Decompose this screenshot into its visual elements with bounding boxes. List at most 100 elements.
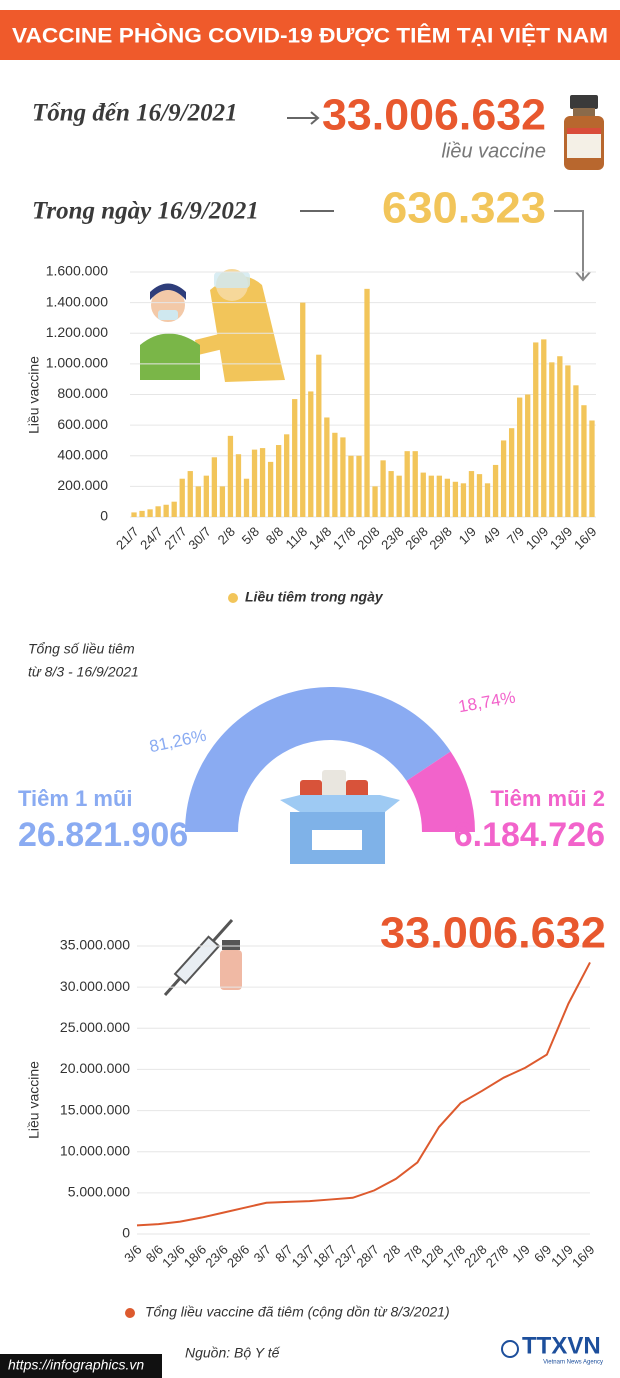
x-tick-label: 28/7: [353, 1242, 382, 1271]
bar: [525, 394, 531, 517]
bar: [517, 397, 523, 517]
y-tick-label: 25.000.000: [60, 1019, 130, 1035]
x-tick-label: 4/9: [480, 524, 503, 547]
x-tick-label: 24/7: [137, 524, 166, 553]
line-series: [136, 961, 591, 1227]
bar: [372, 486, 378, 517]
y-axis-label: Liều vaccine: [26, 356, 42, 434]
x-tick-label: 14/8: [306, 524, 335, 553]
bar: [557, 356, 563, 517]
brand-sub: Vietnam News Agency: [543, 1360, 603, 1366]
bar: [484, 483, 491, 517]
bar: [348, 455, 354, 517]
bar: [300, 302, 306, 517]
total-value: 33.006.632: [322, 91, 546, 140]
legend-marker: [125, 1308, 135, 1318]
bar: [308, 391, 314, 517]
y-tick-label: 30.000.000: [60, 978, 130, 994]
bar: [573, 385, 579, 517]
category-label: Tiêm mũi 2: [490, 786, 605, 811]
bar: [589, 420, 595, 517]
x-tick-label: 3/6: [121, 1242, 144, 1265]
vial-icon: [564, 95, 604, 170]
y-tick-label: 0: [100, 508, 108, 524]
bar: [243, 478, 250, 517]
bar: [420, 472, 426, 517]
y-axis-label: Liều vaccine: [26, 1061, 42, 1139]
bar: [227, 435, 234, 517]
bar: [332, 432, 338, 517]
bar: [324, 417, 330, 517]
category-label: Tiêm 1 mũi: [18, 786, 133, 811]
bar: [267, 461, 274, 517]
x-tick-label: 8/8: [263, 524, 286, 547]
y-tick-label: 35.000.000: [60, 937, 130, 953]
pie-value-label: 18,74%: [457, 688, 517, 717]
x-tick-label: 30/7: [185, 524, 214, 553]
count-label: 26.821.906: [18, 816, 188, 854]
bar: [492, 464, 499, 517]
bar: [139, 510, 145, 517]
bar: [468, 471, 475, 517]
count-label: 6.184.726: [454, 816, 605, 854]
bar: [316, 354, 322, 517]
legend-label: Liều tiêm trong ngày: [245, 589, 384, 605]
y-tick-label: 400.000: [57, 446, 108, 462]
x-tick-label: 1/9: [509, 1242, 532, 1265]
pie-segment: [185, 687, 451, 832]
bar: [292, 399, 298, 517]
bar: [460, 483, 467, 517]
bar: [380, 460, 386, 517]
x-tick-label: 3/7: [251, 1242, 274, 1265]
bar: [340, 437, 346, 517]
y-tick-label: 800.000: [57, 385, 108, 401]
x-tick-label: 10/9: [523, 524, 552, 553]
bar: [364, 288, 370, 517]
bar: [541, 339, 547, 517]
bar: [131, 512, 137, 517]
x-tick-label: 27/8: [483, 1242, 512, 1271]
pie-value-label: 81,26%: [148, 726, 208, 757]
copyright-icon: [501, 1340, 519, 1358]
source: Nguồn: Bộ Y tế: [185, 1345, 281, 1361]
bar: [452, 481, 459, 517]
x-tick-label: 13/9: [547, 524, 576, 553]
x-tick-label: 16/9: [571, 524, 600, 553]
x-tick-label: 11/8: [282, 524, 310, 552]
daily-label: Trong ngày 16/9/2021: [32, 198, 259, 225]
bar: [155, 506, 161, 517]
x-tick-label: 27/7: [161, 524, 190, 553]
x-tick-label: 1/9: [456, 524, 479, 547]
total-unit: liều vaccine: [441, 140, 546, 162]
bar: [533, 342, 539, 517]
arrow: [554, 210, 591, 282]
bar: [284, 434, 290, 517]
bar: [147, 509, 153, 517]
bar: [275, 445, 282, 517]
bar: [251, 449, 258, 517]
bar: [565, 365, 571, 517]
bar: [171, 501, 177, 517]
x-tick-label: 16/9: [569, 1242, 598, 1271]
x-tick-label: 21/7: [113, 524, 142, 553]
y-tick-label: 20.000.000: [60, 1060, 130, 1076]
y-tick-label: 1.600.000: [46, 263, 108, 279]
legend-marker: [228, 593, 238, 603]
bar: [195, 486, 201, 517]
x-tick-label: 28/6: [224, 1242, 253, 1271]
y-tick-label: 15.000.000: [60, 1101, 130, 1117]
y-tick-label: 600.000: [57, 416, 108, 432]
y-tick-label: 200.000: [57, 477, 108, 493]
bar: [211, 457, 218, 517]
pie-segment: [406, 751, 475, 832]
header-bar: [0, 10, 620, 60]
footer-tag: [0, 1354, 162, 1378]
bar: [508, 428, 515, 517]
bar: [356, 455, 362, 517]
x-tick-label: 2/8: [380, 1242, 403, 1265]
bar: [396, 475, 402, 517]
bar: [187, 471, 193, 517]
pie-subtitle: từ 8/3 - 16/9/2021: [28, 664, 139, 680]
annotation: 33.006.632: [380, 909, 606, 958]
